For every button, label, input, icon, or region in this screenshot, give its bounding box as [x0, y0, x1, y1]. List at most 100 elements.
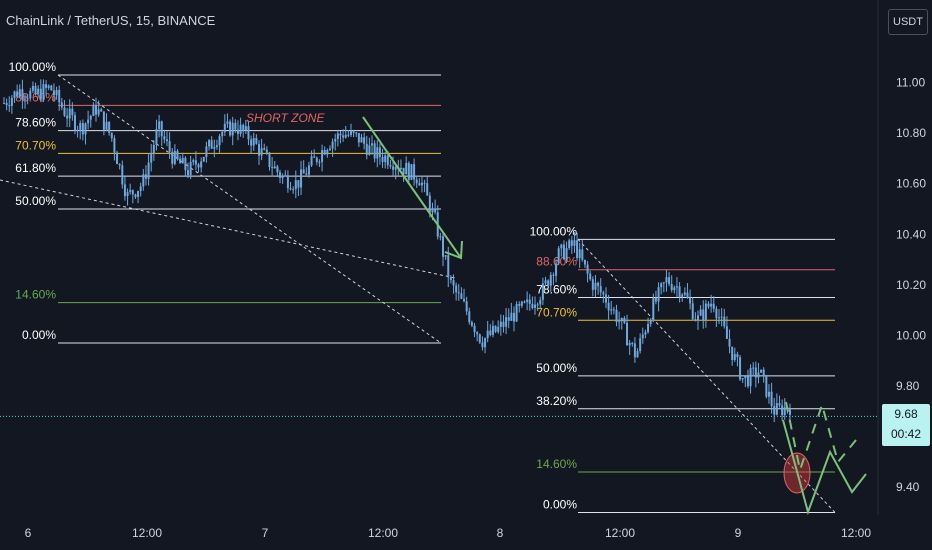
candle-body — [649, 320, 652, 325]
projection-zigzag-solid — [782, 419, 867, 516]
candle-body — [200, 161, 203, 168]
y-tick-label: 10.60 — [896, 177, 926, 191]
candle-body — [628, 342, 631, 346]
candle-body — [789, 409, 791, 415]
candle-body — [113, 138, 116, 153]
candle-body — [192, 160, 195, 162]
candle-body — [39, 88, 42, 100]
candle-body — [718, 317, 721, 319]
candle-body — [413, 164, 416, 180]
candle-body — [176, 150, 179, 159]
candle-body — [365, 143, 368, 155]
candle-body — [147, 162, 150, 179]
y-tick-label: 11.00 — [896, 76, 925, 90]
candle-body — [255, 138, 258, 144]
candle-body — [670, 284, 673, 291]
candle-body — [581, 249, 584, 260]
fib-level-label: 70.70% — [536, 305, 577, 319]
candle-body — [547, 280, 550, 286]
candle-body — [344, 134, 347, 138]
projection-arrow-shaft — [362, 116, 462, 259]
candle-body — [562, 244, 565, 259]
candle-body — [373, 143, 376, 159]
candle-body — [355, 132, 358, 134]
candle-body — [315, 157, 318, 162]
candle-body — [746, 376, 749, 387]
candle-body — [486, 330, 489, 339]
candle-body — [654, 298, 657, 302]
x-tick-label: 12:00 — [132, 526, 162, 540]
candle-body — [647, 324, 650, 333]
candle-body — [326, 149, 329, 155]
candle-body — [50, 85, 53, 91]
candle-body — [47, 85, 50, 88]
candle-body — [242, 124, 245, 131]
candle-body — [720, 316, 723, 318]
candle-body — [549, 274, 552, 286]
candle-body — [121, 165, 124, 185]
candle-body — [171, 151, 174, 164]
currency-unit-badge[interactable]: USDT — [888, 9, 928, 35]
candle-body — [29, 90, 32, 99]
candle-body — [42, 84, 45, 100]
candle-body — [134, 194, 137, 198]
candle-body — [45, 84, 48, 88]
candle-body — [470, 322, 473, 326]
candle-body — [5, 102, 8, 106]
candle-body — [189, 161, 192, 176]
candle-body — [494, 325, 497, 332]
candle-body — [139, 186, 142, 192]
candle-body — [765, 375, 768, 397]
candle-body — [426, 183, 429, 196]
candle-body — [723, 316, 726, 327]
candle-body — [331, 141, 334, 149]
fib-level-label: 50.00% — [536, 361, 577, 375]
candle-body — [583, 259, 586, 265]
fib-level-label: 14.60% — [15, 288, 56, 302]
candle-body — [292, 189, 295, 191]
candle-body — [612, 309, 615, 311]
candle-body — [181, 157, 184, 164]
candle-body — [165, 139, 168, 142]
candle-body — [84, 123, 87, 135]
candle-body — [349, 130, 352, 135]
candle-body — [8, 105, 11, 107]
candle-body — [89, 115, 92, 120]
candle-body — [652, 298, 655, 321]
candle-body — [510, 312, 513, 321]
candle-body — [205, 146, 208, 158]
candle-body — [184, 157, 187, 171]
candle-body — [694, 319, 697, 321]
fib-level-label: 14.60% — [536, 457, 577, 471]
candle-body — [457, 292, 460, 294]
candle-body — [762, 369, 765, 376]
candle-body — [95, 104, 98, 115]
x-tick-label: 6 — [25, 526, 32, 540]
candle-body — [116, 152, 119, 165]
candle-body — [100, 109, 103, 112]
candle-body — [105, 121, 108, 130]
candle-body — [73, 115, 76, 131]
candle-body — [573, 240, 576, 246]
candle-body — [686, 292, 689, 298]
fib-trend-line-right — [577, 239, 836, 513]
candle-body — [712, 303, 715, 309]
candle-body — [279, 172, 282, 178]
candle-body — [118, 164, 121, 166]
candle-body — [92, 104, 95, 116]
candle-body — [515, 304, 518, 322]
candle-body — [565, 248, 568, 259]
candle-body — [783, 407, 786, 416]
candle-body — [273, 166, 276, 169]
candle-body — [405, 163, 408, 175]
candle-body — [226, 121, 229, 124]
y-tick-label: 10.20 — [896, 278, 926, 292]
candle-body — [633, 343, 636, 358]
candle-body — [376, 147, 379, 159]
candle-body — [3, 102, 5, 104]
candle-body — [210, 140, 213, 149]
candle-body — [497, 326, 500, 332]
candle-body — [657, 287, 660, 302]
candle-body — [368, 145, 371, 155]
